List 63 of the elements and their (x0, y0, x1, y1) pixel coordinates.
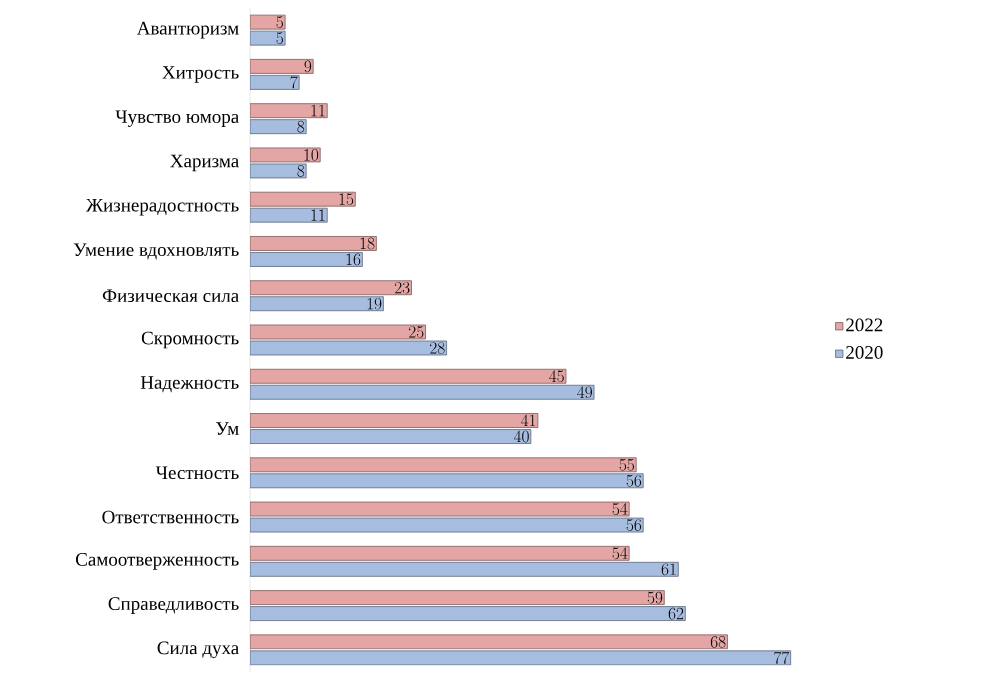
data-label: 54 (612, 503, 628, 515)
y-tick-label: Физическая сила (102, 289, 239, 303)
y-tick-label: Харизма (170, 154, 239, 172)
data-label: 9 (304, 60, 312, 73)
bar (250, 473, 644, 489)
data-label: 8 (297, 165, 305, 177)
data-label: 45 (549, 370, 564, 383)
data-label: 54 (612, 547, 628, 560)
data-label: 56 (626, 519, 642, 531)
y-tick-label: Чувство юмора (115, 110, 239, 127)
y-tick-label: Умение вдохновлять (73, 243, 239, 260)
data-label: 25 (409, 326, 424, 338)
bar (250, 368, 567, 384)
data-label: 56 (626, 474, 642, 487)
bar (250, 561, 679, 577)
bar (250, 590, 665, 605)
data-label: 15 (339, 193, 354, 206)
bar (250, 236, 377, 251)
y-tick-label: Авантюризм (136, 21, 239, 39)
data-label: 5 (276, 32, 283, 44)
data-label: 5 (276, 16, 283, 28)
data-label: 16 (346, 253, 361, 266)
y-tick-label: Жизнерадостность (86, 198, 239, 216)
y-tick-label: Хитрость (162, 66, 239, 83)
data-label: 19 (367, 297, 382, 310)
data-label: 11 (311, 104, 325, 117)
y-tick-label: Сила духа (157, 641, 239, 659)
bar (250, 103, 328, 119)
bar (250, 280, 412, 296)
y-tick-label: Самоотверженность (75, 553, 239, 570)
data-label: 41 (520, 414, 536, 427)
y-tick-label: Надежность (140, 376, 239, 393)
bar (250, 296, 384, 312)
data-label: 77 (774, 651, 790, 664)
data-label: 10 (304, 149, 319, 161)
legend-label: 2022 (846, 318, 883, 332)
data-label: 61 (661, 563, 676, 576)
bar (250, 606, 686, 621)
data-label: 40 (513, 430, 529, 443)
bar (250, 191, 356, 207)
data-label: 28 (430, 342, 445, 354)
y-tick-label: Ответственность (102, 510, 239, 524)
data-label: 49 (577, 386, 592, 399)
data-label: 62 (668, 607, 684, 620)
y-tick-label: Ум (215, 422, 239, 435)
data-label: 18 (360, 237, 375, 250)
bar (250, 252, 363, 267)
y-tick-label: Честность (155, 466, 239, 480)
bar (250, 413, 539, 428)
data-label: 59 (647, 591, 663, 604)
bar (250, 545, 630, 561)
y-tick-label: Скромность (141, 331, 239, 349)
legend-label: 2020 (846, 346, 883, 359)
bar (250, 429, 532, 444)
bar (250, 384, 595, 400)
data-label: 8 (297, 120, 305, 133)
data-label: 23 (394, 281, 410, 294)
data-label: 11 (311, 209, 325, 221)
data-label: 7 (290, 76, 298, 89)
y-tick-label: Справедливость (108, 597, 239, 614)
data-label: 55 (619, 458, 635, 471)
bar (250, 457, 637, 473)
data-label: 68 (710, 636, 726, 648)
